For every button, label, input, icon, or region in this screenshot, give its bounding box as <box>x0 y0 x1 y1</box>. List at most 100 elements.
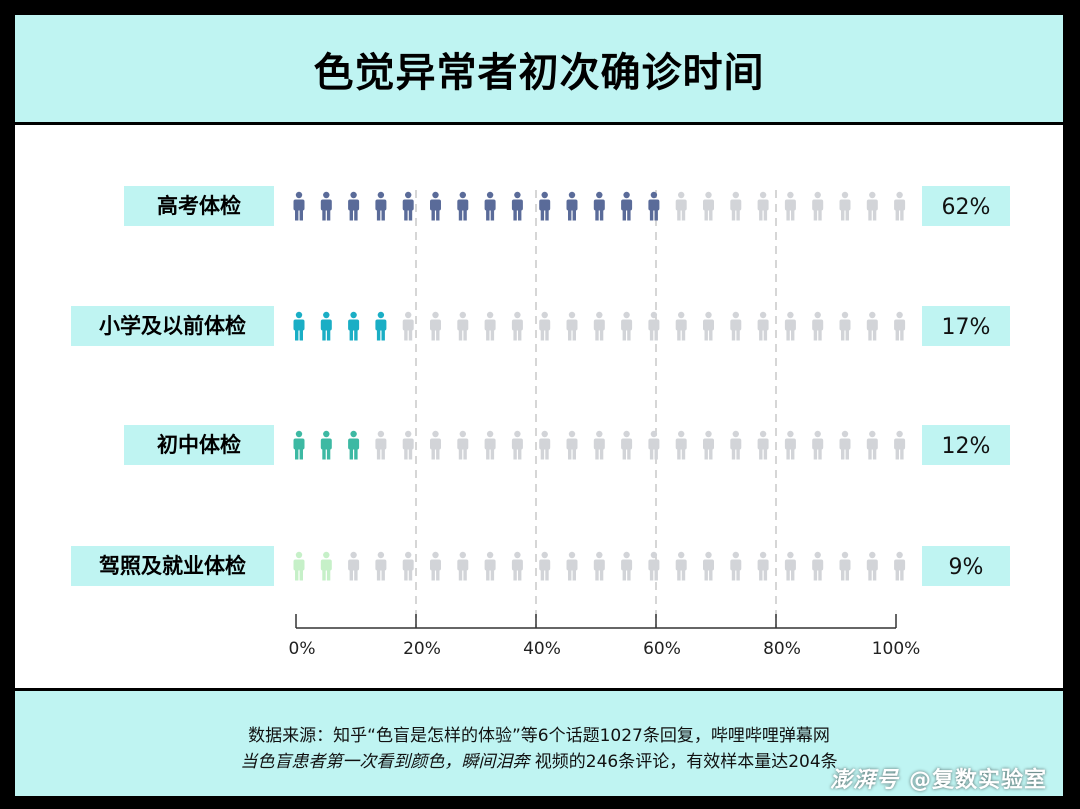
person-icon <box>730 430 742 460</box>
person-icon <box>320 430 332 460</box>
person-icon <box>866 430 878 460</box>
x-tick-label: 100% <box>872 639 921 659</box>
source-line-2: 当色盲患者第一次看到颜色，瞬间泪奔 视频的246条评论，有效样本量达204条 <box>15 747 1063 772</box>
person-icon <box>730 551 742 581</box>
person-icon <box>812 430 824 460</box>
category-label: 初中体检 <box>157 433 241 457</box>
person-icon <box>894 551 906 581</box>
person-icon <box>484 551 496 581</box>
x-tick-label: 80% <box>763 639 801 659</box>
person-icon <box>375 191 387 221</box>
person-icon <box>812 191 824 221</box>
person-icon <box>320 311 332 341</box>
person-icon <box>675 430 687 460</box>
person-icon <box>375 551 387 581</box>
person-icon <box>839 191 851 221</box>
category-label-box <box>124 186 274 226</box>
person-icon <box>675 311 687 341</box>
person-icon <box>484 191 496 221</box>
person-icon <box>757 551 769 581</box>
person-icon <box>348 430 360 460</box>
chart-row: 高考体检 62% <box>124 186 1010 226</box>
person-icon <box>648 191 660 221</box>
person-icon <box>402 551 414 581</box>
footer-band: 数据来源：知乎“色盲是怎样的体验”等6个话题1027条回复，哔哩哔哩弹幕网 当色… <box>15 688 1063 796</box>
source-video-title: 当色盲患者第一次看到颜色，瞬间泪奔 <box>240 752 530 772</box>
person-icon <box>430 551 441 581</box>
person-icon <box>430 191 441 221</box>
person-icon <box>621 551 633 581</box>
person-icon <box>757 311 769 341</box>
value-label: 12% <box>942 434 991 459</box>
x-tick-label: 20% <box>403 639 441 659</box>
x-tick-label: 60% <box>643 639 681 659</box>
watermark-account: @复数实验室 <box>908 768 1047 793</box>
value-label-box <box>922 306 1010 346</box>
watermark: 澎湃号 @复数实验室 <box>830 762 1047 794</box>
person-icon <box>293 311 305 341</box>
category-label-box <box>71 306 274 346</box>
value-label: 17% <box>942 315 991 340</box>
person-icon <box>839 551 851 581</box>
header-band: 色觉异常者初次确诊时间 <box>15 15 1063 125</box>
person-icon <box>703 311 714 341</box>
person-icon <box>511 311 523 341</box>
chart-row: 驾照及就业体检 9% <box>71 546 1010 586</box>
person-icon <box>375 311 387 341</box>
person-icon <box>866 551 878 581</box>
category-label: 小学及以前体检 <box>99 314 246 338</box>
person-icon <box>430 311 441 341</box>
person-icon <box>566 430 578 460</box>
person-icon <box>320 551 332 581</box>
category-label-box <box>71 546 274 586</box>
person-icon <box>593 191 605 221</box>
person-icon <box>703 551 714 581</box>
person-icon <box>539 430 551 460</box>
person-icon <box>866 311 878 341</box>
person-icon <box>784 191 796 221</box>
value-label-box <box>922 425 1010 465</box>
person-icon <box>866 191 878 221</box>
person-icon <box>784 551 796 581</box>
source-line-1: 数据来源：知乎“色盲是怎样的体验”等6个话题1027条回复，哔哩哔哩弹幕网 <box>248 726 830 746</box>
person-icon <box>675 551 687 581</box>
person-icon <box>648 311 660 341</box>
value-label-box <box>922 186 1010 226</box>
person-icon <box>894 430 906 460</box>
person-icon <box>675 191 687 221</box>
person-icon <box>293 430 305 460</box>
source-line-2-rest: 视频的246条评论，有效样本量达204条 <box>529 752 838 772</box>
chart-title: 色觉异常者初次确诊时间 <box>313 49 765 96</box>
person-icon <box>375 430 387 460</box>
person-icon <box>539 551 551 581</box>
person-icon <box>457 430 469 460</box>
watermark-brand: 澎湃号 <box>829 768 899 793</box>
person-icon <box>511 551 523 581</box>
person-icon <box>730 191 742 221</box>
x-axis: 0% 20% 40% 60% 80% 100% <box>289 614 921 659</box>
category-label: 高考体检 <box>157 194 241 218</box>
person-icon <box>457 551 469 581</box>
person-icon <box>348 191 360 221</box>
person-icon <box>293 551 305 581</box>
person-icon <box>648 551 660 581</box>
person-icon <box>457 191 469 221</box>
person-icon <box>593 551 605 581</box>
person-icon <box>593 430 605 460</box>
person-icon <box>839 311 851 341</box>
person-icon <box>894 191 906 221</box>
person-icon <box>566 311 578 341</box>
chart-row: 小学及以前体检 17% <box>71 306 1010 346</box>
person-icon <box>894 311 906 341</box>
value-label: 9% <box>949 555 984 580</box>
person-icon <box>511 191 523 221</box>
person-icon <box>539 311 551 341</box>
person-icon <box>784 430 796 460</box>
person-icon <box>348 551 360 581</box>
person-icon <box>593 311 605 341</box>
person-icon <box>457 311 469 341</box>
person-icon <box>757 191 769 221</box>
chart-row: 初中体检 12% <box>124 425 1010 465</box>
chart-frame: 色觉异常者初次确诊时间 数据来源：知乎“色盲是怎样的体验”等6个话题1027条回… <box>12 12 1066 799</box>
